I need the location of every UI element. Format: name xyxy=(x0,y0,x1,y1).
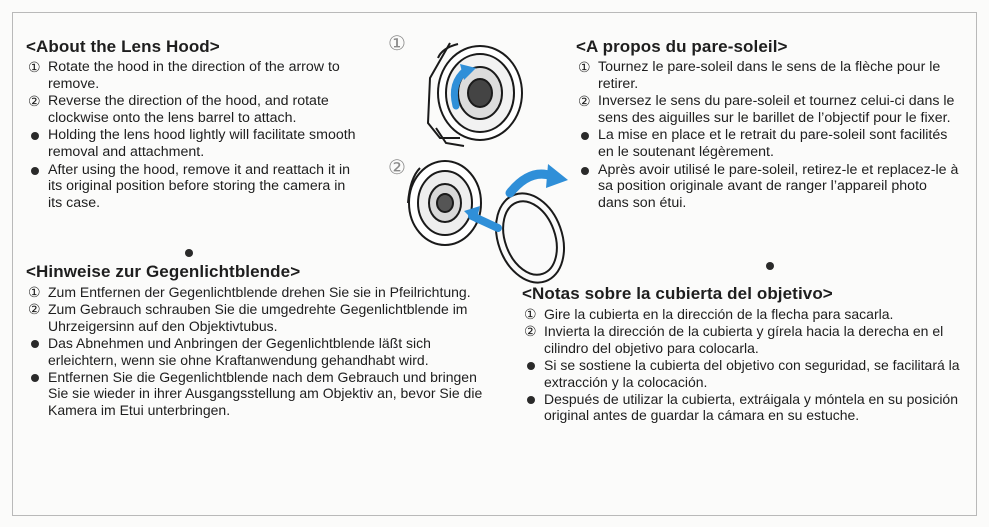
instruction-text: Das Abnehmen und Anbringen der Gegenlich… xyxy=(48,335,431,368)
step-number: ① xyxy=(524,306,537,322)
step-number: ① xyxy=(28,284,41,300)
instruction-item: ② Invierta la dirección de la cubierta y … xyxy=(522,323,962,356)
instruction-text: Zum Gebrauch schrauben Sie die umgedreht… xyxy=(48,301,468,334)
instruction-item: Si se sostiene la cubierta del objetivo … xyxy=(522,357,962,390)
bullet-dot xyxy=(527,362,535,371)
lens-hood-illustration: ① ② xyxy=(380,28,580,293)
section-english: <About the Lens Hood> ① Rotate the hood i… xyxy=(26,37,356,212)
step-1-label: ① xyxy=(388,33,406,55)
instruction-item: ① Tournez le pare-soleil dans le sens de … xyxy=(576,59,961,92)
instruction-text: Inversez le sens du pare-soleil et tourn… xyxy=(598,93,955,126)
page-frame xyxy=(12,12,977,516)
attach-arrowhead-icon xyxy=(464,206,480,223)
step-2-label: ② xyxy=(388,157,406,179)
section-title-english: <About the Lens Hood> xyxy=(26,37,220,56)
instruction-item: Das Abnehmen und Anbringen der Gegenlich… xyxy=(26,335,496,368)
instruction-list-french: ① Tournez le pare-soleil dans le sens de … xyxy=(576,59,961,211)
instruction-item: Entfernen Sie die Gegenlichtblende nach … xyxy=(26,369,496,418)
separator-dot xyxy=(766,262,774,270)
clockwise-arrow-icon xyxy=(505,169,557,198)
instruction-item: ② Reverse the direction of the hood, and … xyxy=(26,93,356,126)
instruction-item: ② Inversez le sens du pare-soleil et tour… xyxy=(576,93,961,126)
instruction-text: Después de utilizar la cubierta, extráig… xyxy=(544,391,959,424)
step-number: ② xyxy=(524,323,537,340)
section-french: <A propos du pare-soleil> ① Tournez le pa… xyxy=(576,37,961,212)
bullet-dot xyxy=(31,132,39,141)
instruction-text: Gire la cubierta en la dirección de la f… xyxy=(544,306,894,322)
instruction-text: Zum Entfernen der Gegenlichtblende drehe… xyxy=(48,284,471,300)
instruction-text: Tournez le pare-soleil dans le sens de l… xyxy=(598,59,941,92)
bullet-dot xyxy=(31,340,39,349)
lens-hood-drawing xyxy=(407,42,568,284)
bullet-dot xyxy=(31,374,39,383)
bullet-dot xyxy=(527,396,535,405)
instruction-text: Invierta la dirección de la cubierta y g… xyxy=(544,323,944,356)
instruction-text: Rotate the hood in the direction of the … xyxy=(48,59,340,92)
instruction-list-english: ① Rotate the hood in the direction of the… xyxy=(26,59,356,211)
instruction-item: La mise en place et le retrait du pare-s… xyxy=(576,127,961,160)
section-title-spanish: <Notas sobre la cubierta del objetivo> xyxy=(522,284,833,303)
step-number: ① xyxy=(578,59,591,75)
instruction-item: Après avoir utilisé le pare-soleil, reti… xyxy=(576,162,961,212)
instruction-item: ① Zum Entfernen der Gegenlichtblende dreh… xyxy=(26,284,496,300)
step-number: ② xyxy=(578,93,591,110)
section-german: <Hinweise zur Gegenlichtblende> ① Zum Ent… xyxy=(26,262,496,419)
step-number: ① xyxy=(28,59,41,75)
detached-hood-icon xyxy=(495,192,565,284)
instruction-text: Holding the lens hood lightly will facil… xyxy=(48,127,356,160)
instruction-item: ② Zum Gebrauch schrauben Sie die umgedreh… xyxy=(26,301,496,334)
bullet-dot xyxy=(581,132,589,141)
step-2-lens-icon xyxy=(407,160,482,246)
step-1-lens-icon xyxy=(426,42,523,147)
section-title-german: <Hinweise zur Gegenlichtblende> xyxy=(26,262,301,281)
instruction-text: Reverse the direction of the hood, and r… xyxy=(48,93,329,126)
instruction-item: ① Gire la cubierta en la dirección de la … xyxy=(522,306,962,322)
section-spanish: <Notas sobre la cubierta del objetivo> ①… xyxy=(522,284,962,425)
instruction-item: ① Rotate the hood in the direction of the… xyxy=(26,59,356,92)
step-number: ② xyxy=(28,301,41,318)
instruction-item: Después de utilizar la cubierta, extráig… xyxy=(522,391,962,424)
clockwise-arrowhead-icon xyxy=(546,164,568,188)
instruction-text: Après avoir utilisé le pare-soleil, reti… xyxy=(598,161,959,211)
instruction-text: Si se sostiene la cubierta del objetivo … xyxy=(544,357,960,390)
bullet-dot xyxy=(581,166,589,175)
step-number: ② xyxy=(28,93,41,110)
rotate-arrowhead-icon xyxy=(460,64,476,80)
instruction-text: After using the hood, remove it and reat… xyxy=(48,161,351,211)
instruction-list-spanish: ① Gire la cubierta en la dirección de la … xyxy=(522,306,962,424)
separator-dot xyxy=(185,249,193,257)
bullet-dot xyxy=(31,166,39,175)
instruction-text: Entfernen Sie die Gegenlichtblende nach … xyxy=(48,369,483,418)
section-title-french: <A propos du pare-soleil> xyxy=(576,37,788,56)
instruction-list-german: ① Zum Entfernen der Gegenlichtblende dreh… xyxy=(26,284,496,418)
instruction-item: After using the hood, remove it and reat… xyxy=(26,162,356,212)
instruction-item: Holding the lens hood lightly will facil… xyxy=(26,127,356,160)
instruction-text: La mise en place et le retrait du pare-s… xyxy=(598,127,948,160)
